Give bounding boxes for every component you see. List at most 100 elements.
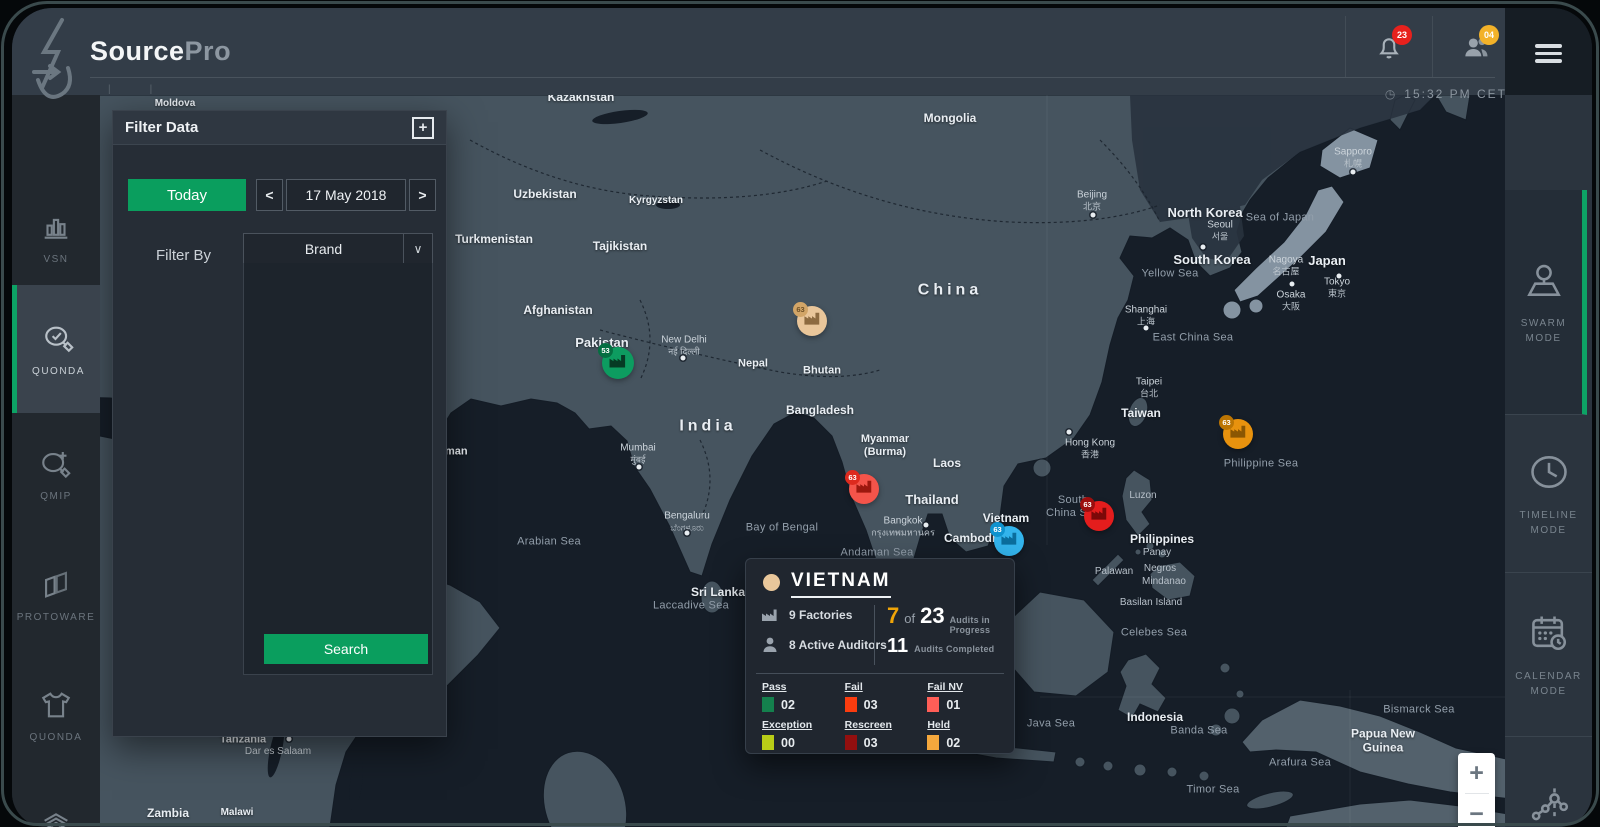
factory-cluster-marker[interactable]: 63 (845, 470, 879, 504)
map-label: Laccadive Sea (652, 599, 730, 612)
sidebar-item-qmip[interactable]: QMIP (12, 413, 100, 535)
map-label: East China Sea (1152, 331, 1234, 344)
map-label: Beijing 北京 (1076, 189, 1108, 212)
sidebar-item-quonda[interactable]: QUONDA (12, 285, 100, 413)
map-label: Basilan Island (1119, 597, 1183, 608)
map-label: Taipei 台北 (1135, 376, 1163, 399)
marker-count-badge: 53 (598, 343, 613, 358)
stat-color-chip (844, 735, 857, 750)
stat-color-chip (927, 697, 940, 712)
zoom-out-button[interactable]: − (1458, 794, 1495, 827)
date-display[interactable]: 17 May 2018 (286, 179, 406, 211)
sidebar-item-vsn[interactable]: VSN (12, 190, 100, 285)
map-label: Afghanistan (523, 302, 593, 317)
stat-color-chip (762, 735, 774, 750)
sidebar-item-quonda[interactable]: QUONDA (12, 655, 100, 775)
map-label: Nagoya 名古屋 (1268, 254, 1304, 277)
city-dot (1200, 244, 1206, 250)
search-button[interactable]: Search (264, 634, 428, 664)
factory-cluster-marker[interactable]: 63 (990, 522, 1024, 556)
sidebar-item-icon (39, 447, 73, 481)
expand-filter-button[interactable]: + (412, 116, 434, 139)
stat-color-chip (762, 697, 774, 712)
city-dot (1090, 212, 1096, 218)
tagline (90, 84, 173, 95)
map-label: Indonesia (1126, 709, 1184, 724)
map-label: Moldova (154, 98, 196, 109)
today-button[interactable]: Today (128, 179, 246, 211)
notifications-button[interactable]: 23 (1345, 16, 1432, 77)
map-label: Zambia (146, 805, 190, 820)
map-label: Mindanao (1142, 576, 1186, 587)
city-dot (1289, 281, 1295, 287)
zoom-divider (1464, 793, 1489, 794)
map-label: Shanghai 上海 (1124, 304, 1168, 327)
marker-count-badge: 63 (1219, 415, 1234, 430)
map-label: Java Sea (1026, 717, 1076, 730)
card-divider-vertical (874, 605, 875, 665)
mode-item-calendar-mode[interactable]: CALENDAR MODE (1505, 573, 1592, 737)
city-dot (286, 736, 292, 742)
city-dot (923, 522, 929, 528)
factory-cluster-marker[interactable]: 63 (1219, 415, 1253, 449)
audits-completed: 11 Audits Completed (887, 635, 995, 657)
tagline-item (90, 84, 114, 95)
map-label: Timor Sea (1186, 783, 1240, 796)
map-label: Thailand (905, 492, 959, 508)
map-label: Japan (1308, 253, 1346, 269)
sidebar-item-protoware[interactable]: PROTOWARE (12, 535, 100, 655)
map-label: Bismarck Sea (1383, 703, 1455, 716)
map-label: Arabian Sea (517, 535, 581, 548)
city-dot (680, 355, 686, 361)
mode-item-analytical-mode[interactable]: ANALYTICAL MODE (1505, 737, 1592, 827)
map-label: Kazakhstan (547, 95, 615, 104)
city-dot (684, 530, 690, 536)
factory-cluster-marker[interactable]: 63 (793, 302, 827, 336)
factory-cluster-marker[interactable]: 53 (598, 343, 634, 379)
hamburger-menu-button[interactable] (1535, 40, 1562, 67)
sidebar-item-icon (39, 808, 73, 827)
map-label: Papua New Guinea (1350, 726, 1416, 755)
map-label: Tokyo 東京 (1323, 276, 1351, 299)
sidebar-item-label: PROTOWARE (16, 611, 96, 623)
bell-icon (1379, 37, 1399, 58)
map-label: Philippine Sea (1223, 457, 1299, 470)
audit-stats-grid: Pass 02 Fail 03 Fail NV 01 Exception 00 (762, 681, 1002, 750)
zoom-in-button[interactable]: + (1458, 753, 1495, 793)
sidebar-item-vman[interactable]: VMAN (12, 775, 100, 827)
mode-item-icon (1527, 450, 1571, 494)
sidebar-item-icon (39, 688, 73, 722)
stat-color-chip (927, 735, 940, 750)
factory-icon (1090, 504, 1109, 528)
map-label: Nepal (738, 357, 768, 370)
factory-cluster-marker[interactable]: 63 (1080, 497, 1114, 531)
sidebar-item-label: QUONDA (29, 731, 83, 743)
mode-item-swarm-mode[interactable]: SWARM MODE (1505, 190, 1587, 415)
country-title: VIETNAM (791, 570, 891, 598)
tagline-item (132, 84, 156, 95)
sidebar-item-label: VSN (43, 254, 69, 265)
map-label: Myanmar (Burma) (860, 432, 910, 458)
audit-stat: Exception 00 (762, 719, 813, 750)
clock-icon: ◷ (1384, 86, 1398, 101)
audit-stat: Held 02 (927, 719, 961, 750)
brand-list (243, 263, 433, 675)
filter-type-dropdown[interactable]: Brand ∨ (243, 233, 433, 264)
world-map[interactable]: Kazakhstan Moldova Mongolia Uzbekistan K… (100, 95, 1505, 827)
dropdown-value: Brand (304, 240, 343, 257)
map-label: Hong Kong 香港 (1064, 437, 1116, 460)
prev-date-button[interactable]: < (256, 179, 283, 211)
map-label: Bay of Bengal (745, 521, 819, 534)
next-date-button[interactable]: > (409, 179, 436, 211)
sidebar-item-icon (39, 568, 73, 602)
auditor-icon (763, 637, 777, 652)
map-label: Taiwan (1121, 405, 1161, 420)
chevron-down-icon: ∨ (403, 234, 432, 263)
factory-icon (762, 609, 777, 621)
mode-item-timeline-mode[interactable]: TIMELINE MODE (1505, 415, 1592, 573)
right-sidebar: SWARM MODE TIMELINE MODE CALENDAR MODE A… (1505, 95, 1592, 827)
map-label: New Delhi नई दिल्ली (661, 334, 707, 357)
map-label: Palawan (1094, 566, 1134, 577)
city-dot (1350, 169, 1356, 175)
map-label: Pakistan (575, 335, 628, 351)
